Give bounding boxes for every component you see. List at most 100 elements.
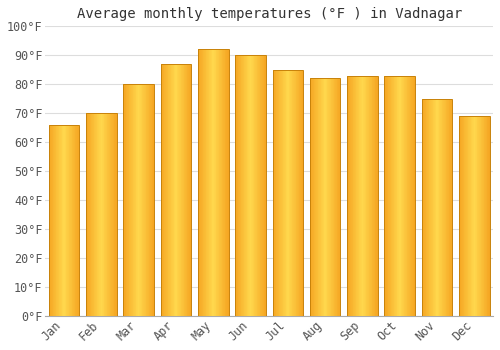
Bar (135, 84, 136, 316)
Bar (113, 113, 114, 316)
Bar (227, 49, 228, 316)
Bar (72, 125, 73, 316)
Bar (323, 78, 324, 316)
Bar (63, 125, 64, 316)
Bar (351, 76, 352, 316)
Bar (409, 76, 410, 316)
Bar (312, 78, 313, 316)
Bar (109, 113, 110, 316)
Bar (258, 55, 259, 316)
Bar (182, 64, 183, 316)
Bar (334, 78, 335, 316)
Bar (286, 70, 287, 316)
Bar (61, 125, 62, 316)
Bar (60, 125, 61, 316)
Bar (48, 125, 80, 316)
Bar (237, 55, 238, 316)
Bar (328, 78, 329, 316)
Bar (310, 78, 340, 316)
Bar (347, 76, 348, 316)
Bar (248, 55, 249, 316)
Bar (293, 70, 294, 316)
Bar (57, 125, 58, 316)
Bar (105, 113, 106, 316)
Bar (394, 76, 395, 316)
Bar (136, 84, 137, 316)
Bar (74, 125, 76, 316)
Bar (428, 99, 430, 316)
Bar (58, 125, 59, 316)
Bar (51, 125, 52, 316)
Bar (167, 64, 168, 316)
Bar (469, 116, 470, 316)
Bar (347, 76, 378, 316)
Bar (214, 49, 215, 316)
Bar (317, 78, 318, 316)
Bar (130, 84, 131, 316)
Bar (174, 64, 175, 316)
Bar (396, 76, 398, 316)
Bar (483, 116, 484, 316)
Bar (184, 64, 185, 316)
Bar (467, 116, 468, 316)
Bar (252, 55, 253, 316)
Bar (264, 55, 265, 316)
Bar (256, 55, 258, 316)
Bar (432, 99, 434, 316)
Bar (211, 49, 212, 316)
Bar (222, 49, 223, 316)
Bar (291, 70, 292, 316)
Bar (329, 78, 330, 316)
Bar (242, 55, 243, 316)
Bar (280, 70, 281, 316)
Bar (125, 84, 126, 316)
Bar (253, 55, 254, 316)
Bar (282, 70, 284, 316)
Bar (93, 113, 94, 316)
Bar (374, 76, 376, 316)
Bar (318, 78, 319, 316)
Bar (444, 99, 446, 316)
Bar (176, 64, 178, 316)
Bar (460, 116, 462, 316)
Bar (262, 55, 263, 316)
Bar (320, 78, 322, 316)
Bar (354, 76, 355, 316)
Bar (114, 113, 115, 316)
Bar (479, 116, 480, 316)
Bar (366, 76, 367, 316)
Bar (179, 64, 180, 316)
Bar (287, 70, 288, 316)
Bar (259, 55, 260, 316)
Bar (198, 49, 228, 316)
Bar (472, 116, 473, 316)
Bar (465, 116, 466, 316)
Bar (212, 49, 213, 316)
Bar (422, 99, 424, 316)
Bar (186, 64, 188, 316)
Bar (96, 113, 98, 316)
Bar (333, 78, 334, 316)
Bar (410, 76, 412, 316)
Bar (425, 99, 426, 316)
Bar (326, 78, 328, 316)
Bar (236, 55, 266, 316)
Bar (434, 99, 435, 316)
Bar (272, 70, 303, 316)
Bar (414, 76, 415, 316)
Bar (438, 99, 440, 316)
Bar (215, 49, 216, 316)
Bar (459, 116, 460, 316)
Bar (55, 125, 56, 316)
Bar (127, 84, 128, 316)
Bar (277, 70, 278, 316)
Bar (362, 76, 363, 316)
Bar (62, 125, 63, 316)
Bar (473, 116, 474, 316)
Bar (243, 55, 244, 316)
Bar (208, 49, 210, 316)
Bar (412, 76, 413, 316)
Bar (451, 99, 452, 316)
Bar (363, 76, 364, 316)
Bar (408, 76, 409, 316)
